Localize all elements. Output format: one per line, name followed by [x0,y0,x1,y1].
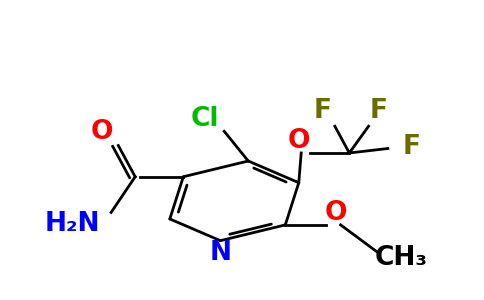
Text: O: O [287,128,310,154]
Text: H₂N: H₂N [45,211,100,237]
Text: CH₃: CH₃ [374,244,427,271]
Text: Cl: Cl [191,106,219,132]
Text: O: O [325,200,347,226]
Text: F: F [314,98,332,124]
Text: N: N [210,239,231,266]
Text: F: F [403,134,421,160]
Text: O: O [90,119,113,145]
Text: F: F [369,98,387,124]
